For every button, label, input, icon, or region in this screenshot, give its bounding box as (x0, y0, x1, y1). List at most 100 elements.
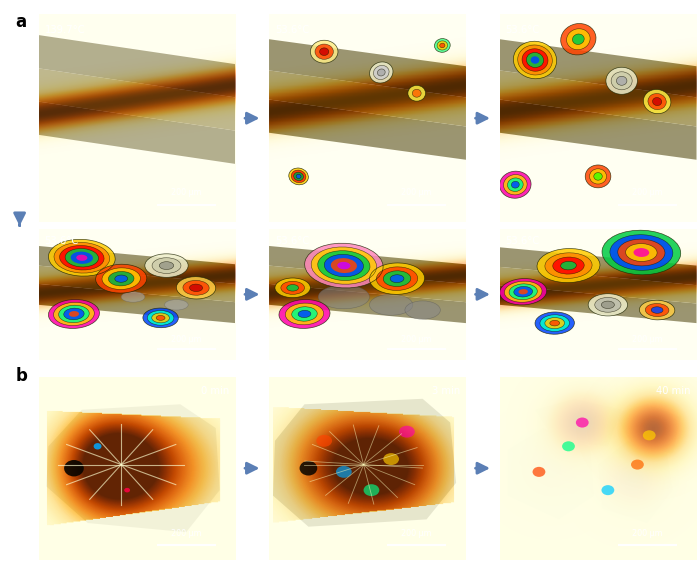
Ellipse shape (509, 284, 538, 300)
Ellipse shape (606, 67, 638, 94)
Ellipse shape (147, 311, 174, 325)
Ellipse shape (531, 57, 539, 64)
Ellipse shape (519, 289, 528, 295)
Ellipse shape (54, 243, 110, 273)
Polygon shape (500, 99, 696, 160)
Ellipse shape (652, 98, 662, 106)
Ellipse shape (535, 312, 575, 334)
Ellipse shape (405, 301, 440, 319)
Ellipse shape (287, 284, 299, 291)
Ellipse shape (291, 170, 306, 183)
Text: 40 min: 40 min (656, 386, 691, 396)
Polygon shape (598, 441, 673, 523)
Ellipse shape (566, 29, 590, 50)
Ellipse shape (611, 72, 632, 90)
Text: 53.6°C: 53.6°C (275, 235, 309, 246)
Polygon shape (38, 246, 235, 284)
Ellipse shape (533, 467, 545, 477)
Ellipse shape (337, 262, 351, 270)
Ellipse shape (48, 300, 99, 328)
Ellipse shape (617, 77, 627, 85)
Ellipse shape (643, 90, 671, 114)
Polygon shape (38, 35, 235, 98)
Ellipse shape (289, 168, 309, 185)
Ellipse shape (440, 43, 445, 48)
Polygon shape (269, 70, 466, 127)
Ellipse shape (508, 178, 523, 191)
Ellipse shape (384, 271, 411, 287)
Ellipse shape (545, 253, 592, 278)
Ellipse shape (115, 275, 127, 282)
Ellipse shape (561, 262, 576, 270)
Text: 200 μm: 200 μm (632, 529, 663, 538)
Text: 200 μm: 200 μm (171, 529, 202, 538)
Ellipse shape (437, 41, 447, 50)
Ellipse shape (363, 484, 379, 496)
Ellipse shape (152, 313, 169, 323)
Ellipse shape (595, 297, 621, 312)
Ellipse shape (435, 39, 450, 53)
Ellipse shape (370, 263, 425, 295)
Polygon shape (38, 284, 235, 323)
Ellipse shape (618, 239, 665, 266)
Polygon shape (500, 267, 696, 304)
Polygon shape (500, 247, 696, 285)
Ellipse shape (108, 271, 134, 286)
Ellipse shape (300, 461, 317, 476)
Polygon shape (273, 399, 456, 526)
Ellipse shape (601, 301, 615, 308)
Ellipse shape (315, 44, 333, 59)
Ellipse shape (190, 284, 202, 292)
Ellipse shape (500, 171, 531, 198)
Ellipse shape (526, 53, 544, 67)
Ellipse shape (152, 258, 181, 274)
Ellipse shape (60, 246, 104, 270)
Text: 200 μm: 200 μm (401, 529, 432, 538)
Ellipse shape (631, 460, 644, 469)
Ellipse shape (514, 287, 533, 297)
Text: a: a (15, 13, 27, 31)
Ellipse shape (540, 315, 570, 331)
Ellipse shape (286, 303, 323, 325)
Ellipse shape (626, 244, 657, 262)
Ellipse shape (121, 292, 145, 302)
Ellipse shape (522, 49, 548, 71)
Ellipse shape (298, 311, 311, 317)
Ellipse shape (645, 304, 669, 316)
Polygon shape (269, 99, 466, 160)
Text: 200 μm: 200 μm (171, 335, 202, 344)
Ellipse shape (377, 69, 385, 76)
Ellipse shape (164, 300, 188, 310)
Ellipse shape (64, 308, 84, 320)
Ellipse shape (320, 48, 329, 55)
Text: 200 μm: 200 μm (401, 335, 432, 344)
Ellipse shape (384, 453, 399, 465)
Ellipse shape (71, 252, 93, 264)
Polygon shape (46, 404, 220, 532)
Ellipse shape (310, 40, 338, 63)
Ellipse shape (602, 230, 680, 275)
Ellipse shape (594, 172, 602, 180)
Ellipse shape (336, 466, 351, 478)
Text: 200 μm: 200 μm (401, 188, 432, 197)
Ellipse shape (145, 254, 188, 278)
Ellipse shape (550, 320, 559, 326)
Ellipse shape (156, 315, 165, 320)
Ellipse shape (304, 243, 383, 288)
Ellipse shape (318, 251, 370, 280)
Ellipse shape (505, 281, 542, 302)
Text: 53.6°C: 53.6°C (275, 25, 309, 35)
Ellipse shape (69, 311, 79, 317)
Polygon shape (38, 102, 235, 164)
Ellipse shape (503, 175, 527, 195)
Ellipse shape (390, 275, 404, 283)
Ellipse shape (377, 267, 418, 291)
Ellipse shape (48, 239, 116, 276)
Ellipse shape (643, 431, 656, 440)
Ellipse shape (64, 460, 84, 476)
Ellipse shape (102, 268, 141, 289)
Ellipse shape (96, 264, 147, 293)
Ellipse shape (589, 169, 607, 184)
Ellipse shape (316, 435, 332, 447)
Ellipse shape (176, 277, 216, 299)
